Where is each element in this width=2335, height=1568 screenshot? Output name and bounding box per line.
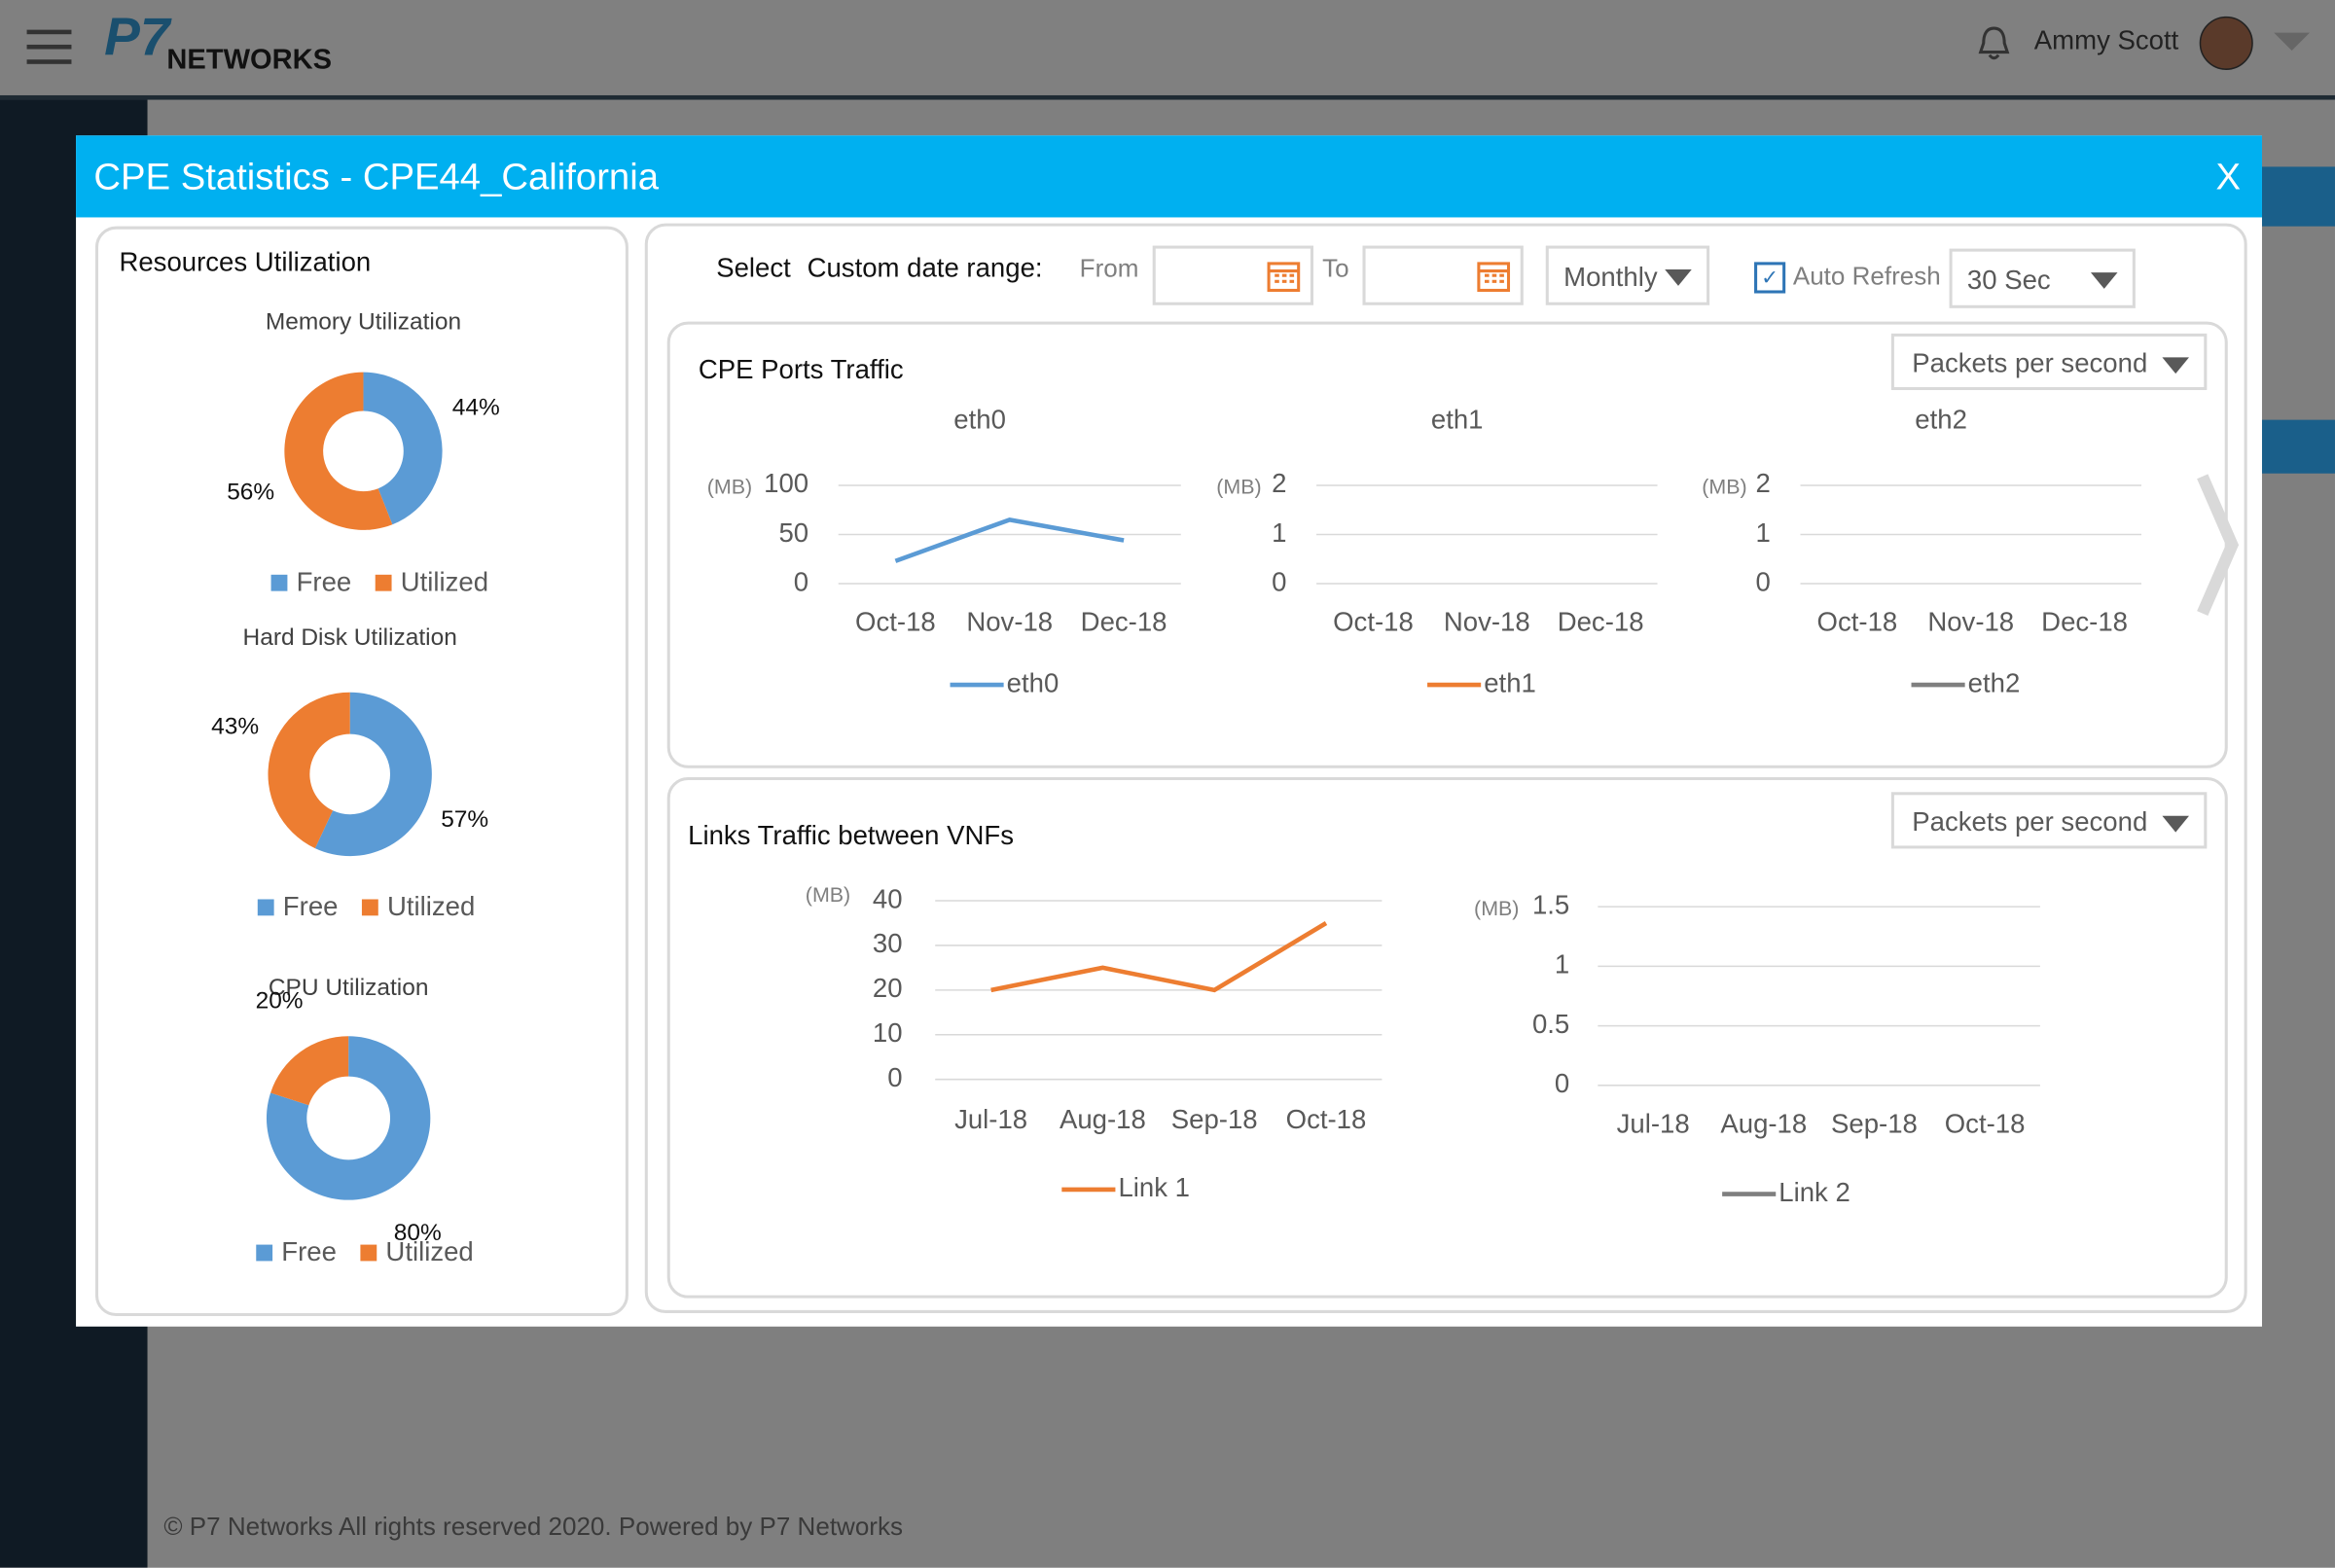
calendar-icon[interactable] (1266, 258, 1302, 294)
menu-button[interactable] (26, 29, 72, 64)
ports-box: CPE Ports Traffic Packets per second (666, 321, 2228, 768)
decoration (2162, 815, 2189, 833)
decoration (1978, 26, 2010, 60)
range-label: Custom date range: (807, 253, 1043, 283)
auto-refresh-checkbox[interactable]: ✓ (1754, 262, 1786, 294)
auto-refresh-label: Auto Refresh (1792, 262, 1941, 291)
user-menu-arrow[interactable] (2274, 32, 2310, 52)
background-bar (2261, 419, 2335, 474)
background-button (2261, 166, 2335, 227)
stats-panel: Select Custom date range: From To Monthl… (644, 223, 2247, 1313)
calendar-icon[interactable] (1476, 258, 1512, 294)
logo-text: NETWORKS (166, 44, 333, 77)
decoration (2090, 272, 2118, 289)
user-name[interactable]: Ammy Scott (2033, 25, 2179, 55)
modal-title: CPE Statistics - CPE44_California (93, 156, 660, 198)
decoration (1267, 262, 1301, 292)
to-label: To (1322, 254, 1349, 283)
select-label: Select (716, 253, 791, 283)
from-date-input[interactable] (1152, 245, 1313, 305)
section-title: CPE Ports Traffic (698, 354, 904, 384)
next-arrow[interactable] (2197, 474, 2242, 617)
decoration (2197, 474, 2240, 617)
period-value: Monthly (1563, 262, 1658, 292)
modal: CPE Statistics - CPE44_California X Reso… (76, 135, 2262, 1327)
footer: © P7 Networks All rights reserved 2020. … (163, 1513, 903, 1542)
interval-value: 30 Sec (1966, 265, 2051, 296)
from-label: From (1079, 254, 1139, 283)
interval-dropdown[interactable]: 30 Sec (1949, 248, 2136, 308)
decoration (26, 59, 72, 64)
ports-metric-dropdown[interactable]: Packets per second (1890, 333, 2208, 391)
links-metric-dropdown[interactable]: Packets per second (1890, 792, 2208, 849)
decoration (1485, 273, 1504, 283)
bell-icon[interactable] (1975, 23, 2014, 62)
top-bar: P7 NETWORKS Ammy Scott (0, 0, 2335, 100)
decoration (2162, 357, 2189, 374)
metric-value: Packets per second (1912, 806, 2148, 837)
decoration (1665, 269, 1692, 286)
logo-mark: P7 (104, 6, 170, 67)
period-dropdown[interactable]: Monthly (1545, 245, 1710, 305)
decoration (1275, 273, 1295, 283)
close-button[interactable]: X (2215, 156, 2242, 198)
decoration (1477, 262, 1511, 292)
panel-title: Resources Utilization (119, 247, 372, 277)
to-date-input[interactable] (1362, 245, 1524, 305)
modal-header: CPE Statistics - CPE44_California X (76, 135, 2262, 218)
resources-panel: Resources Utilization (94, 226, 629, 1317)
metric-value: Packets per second (1912, 348, 2148, 378)
avatar[interactable] (2199, 16, 2253, 70)
section-title: Links Traffic between VNFs (688, 820, 1014, 850)
decoration (26, 29, 72, 35)
links-box: Links Traffic between VNFs Packets per s… (666, 776, 2228, 1299)
decoration (26, 44, 72, 50)
